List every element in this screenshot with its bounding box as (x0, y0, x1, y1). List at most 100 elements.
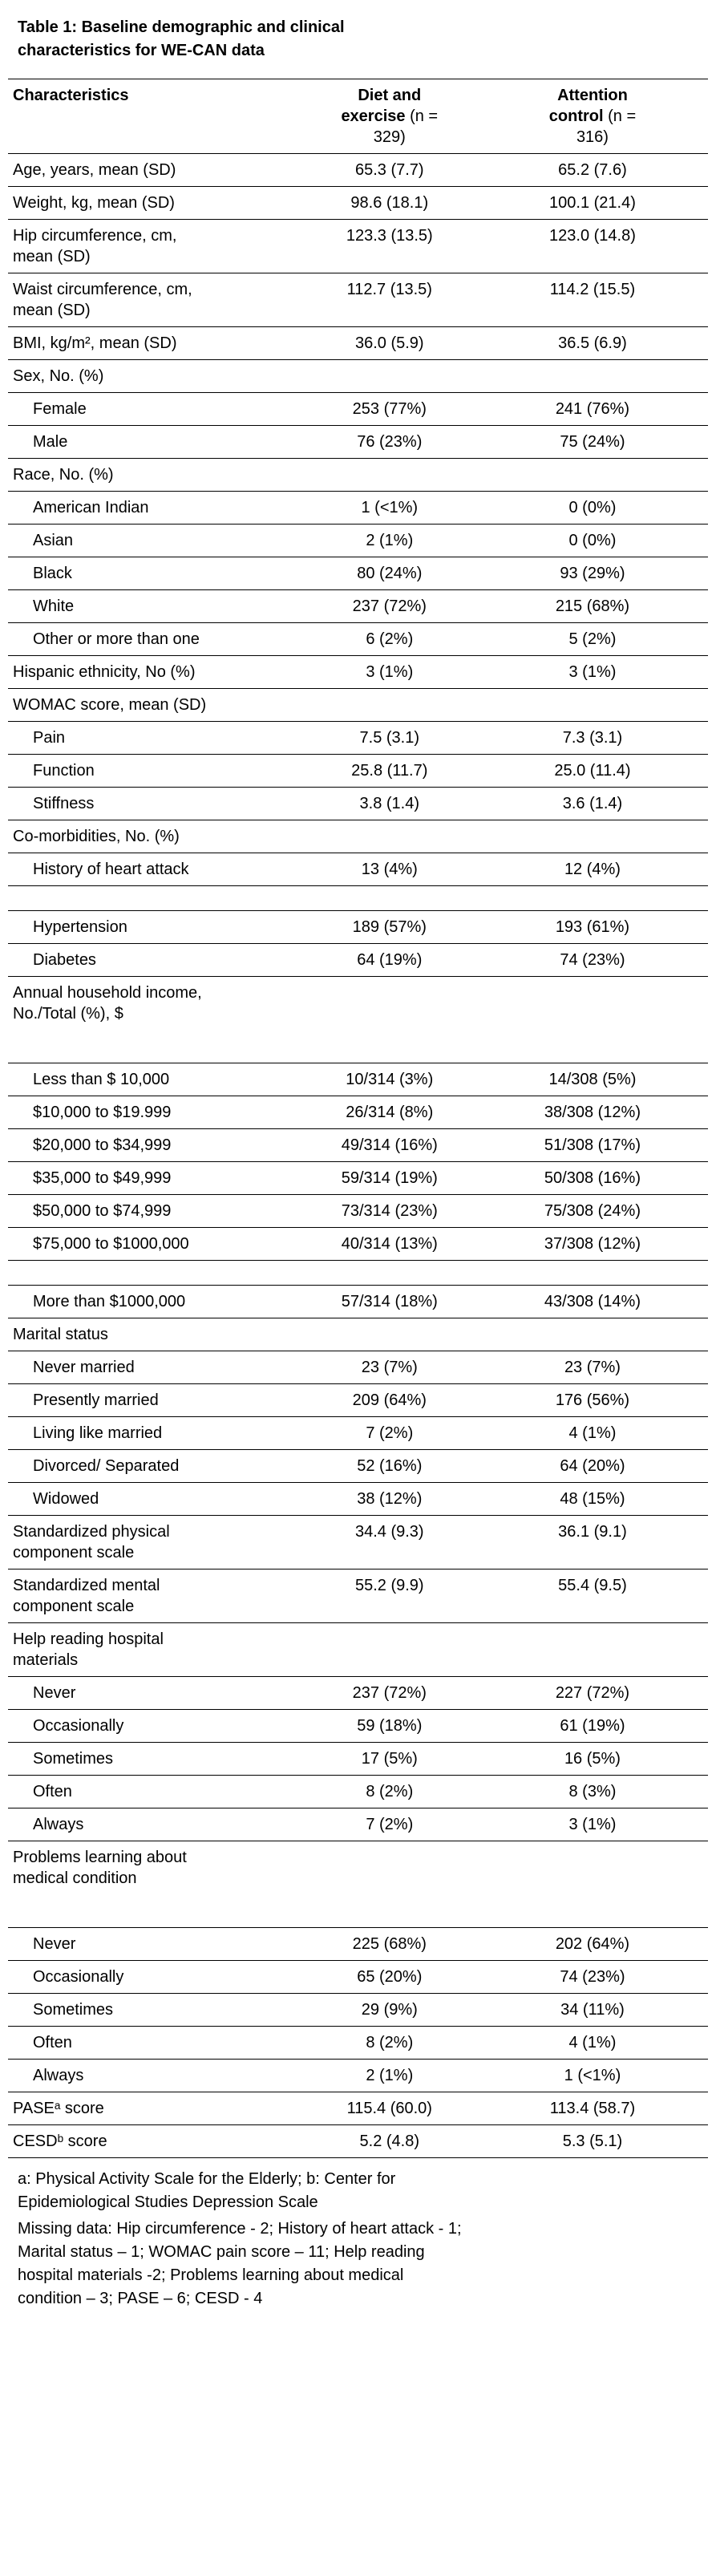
diet-exercise-value: 3.8 (1.4) (301, 787, 477, 820)
row-label: Pain (8, 721, 302, 755)
diet-exercise-value: 225 (68%) (301, 1927, 477, 1961)
group-n: (n = 329) (373, 107, 439, 146)
row-label: Always (8, 1808, 302, 1841)
table-row: Sometimes 29 (9%) 34 (11%) (8, 1993, 708, 2027)
attention-control-value: 7.3 (3.1) (476, 721, 708, 755)
table-row: Occasionally 65 (20%) 74 (23%) (8, 1960, 708, 1994)
row-label: Often (8, 1775, 302, 1808)
spacer-cell (8, 1260, 708, 1286)
attention-control-value: 64 (20%) (476, 1449, 708, 1483)
attention-control-value: 74 (23%) (476, 943, 708, 977)
row-label: Hip circumference, cm, mean (SD) (8, 219, 302, 273)
row-label: Always (8, 2059, 302, 2092)
table-row: Less than $ 10,000 10/314 (3%) 14/308 (5%) (8, 1063, 708, 1096)
attention-control-value (476, 976, 708, 1063)
diet-exercise-value: 64 (19%) (301, 943, 477, 977)
attention-control-value: 114.2 (15.5) (476, 273, 708, 327)
attention-control-value: 176 (56%) (476, 1383, 708, 1417)
attention-control-value (476, 820, 708, 853)
table-row: Standardized mental component scale 55.2 … (8, 1569, 708, 1623)
diet-exercise-value (301, 1318, 477, 1351)
attention-control-value: 3 (1%) (476, 1808, 708, 1841)
row-label: Hispanic ethnicity, No (%) (8, 655, 302, 689)
row-label: Hypertension (8, 910, 302, 944)
attention-control-value: 0 (0%) (476, 491, 708, 525)
table-row: Never married 23 (7%) 23 (7%) (8, 1351, 708, 1384)
diet-exercise-value: 29 (9%) (301, 1993, 477, 2027)
diet-exercise-value: 253 (77%) (301, 392, 477, 426)
header-row: Characteristics Diet and exercise (n = 3… (8, 79, 708, 154)
table-row: Presently married 209 (64%) 176 (56%) (8, 1383, 708, 1417)
row-label: Occasionally (8, 1960, 302, 1994)
row-label: Weight, kg, mean (SD) (8, 186, 302, 220)
table-row: $50,000 to $74,999 73/314 (23%) 75/308 (24… (8, 1194, 708, 1228)
table-row: Living like married 7 (2%) 4 (1%) (8, 1416, 708, 1450)
diet-exercise-value: 7.5 (3.1) (301, 721, 477, 755)
table-row: Male 76 (23%) 75 (24%) (8, 425, 708, 459)
diet-exercise-value: 55.2 (9.9) (301, 1569, 477, 1623)
table-row: Never 225 (68%) 202 (64%) (8, 1927, 708, 1961)
attention-control-value: 48 (15%) (476, 1482, 708, 1516)
diet-exercise-value: 13 (4%) (301, 853, 477, 886)
group-name: Attention control (548, 87, 628, 125)
diet-exercise-value: 7 (2%) (301, 1808, 477, 1841)
diet-exercise-value: 237 (72%) (301, 589, 477, 623)
attention-control-value: 43/308 (14%) (476, 1285, 708, 1318)
diet-exercise-value: 76 (23%) (301, 425, 477, 459)
table-row: Widowed 38 (12%) 48 (15%) (8, 1482, 708, 1516)
table-row: Often 8 (2%) 8 (3%) (8, 1775, 708, 1808)
table-row: History of heart attack 13 (4%) 12 (4%) (8, 853, 708, 886)
row-label: $35,000 to $49,999 (8, 1161, 302, 1195)
attention-control-value: 75/308 (24%) (476, 1194, 708, 1228)
row-label: Stiffness (8, 787, 302, 820)
attention-control-value: 38/308 (12%) (476, 1096, 708, 1129)
spacer-row (8, 885, 708, 911)
row-label: Female (8, 392, 302, 426)
group-name: Diet and exercise (341, 87, 422, 125)
attention-control-value: 4 (1%) (476, 1416, 708, 1450)
table-row: Divorced/ Separated 52 (16%) 64 (20%) (8, 1449, 708, 1483)
row-label: Never (8, 1927, 302, 1961)
attention-control-value: 51/308 (17%) (476, 1128, 708, 1162)
attention-control-value: 34 (11%) (476, 1993, 708, 2027)
diet-exercise-value: 2 (1%) (301, 524, 477, 557)
attention-control-value (476, 1622, 708, 1677)
row-label: Divorced/ Separated (8, 1449, 302, 1483)
diet-exercise-value (301, 688, 477, 722)
attention-control-value: 12 (4%) (476, 853, 708, 886)
row-label: Co-morbidities, No. (%) (8, 820, 302, 853)
attention-control-value (476, 359, 708, 393)
attention-control-value: 241 (76%) (476, 392, 708, 426)
diet-exercise-value: 59 (18%) (301, 1709, 477, 1743)
table-row: White 237 (72%) 215 (68%) (8, 589, 708, 623)
diet-exercise-value: 6 (2%) (301, 622, 477, 656)
attention-control-value: 37/308 (12%) (476, 1227, 708, 1261)
diet-exercise-value: 59/314 (19%) (301, 1161, 477, 1195)
row-label: Standardized physical component scale (8, 1515, 302, 1569)
diet-exercise-value: 8 (2%) (301, 1775, 477, 1808)
diet-exercise-value: 40/314 (13%) (301, 1227, 477, 1261)
header-wrap: Attention control (n = 316) (540, 85, 645, 148)
table-row: Weight, kg, mean (SD) 98.6 (18.1) 100.1 (2… (8, 186, 708, 220)
table-row: $75,000 to $1000,000 40/314 (13%) 37/308 (… (8, 1227, 708, 1261)
column-header-characteristics: Characteristics (8, 79, 302, 154)
row-label: More than $1000,000 (8, 1285, 302, 1318)
row-label: White (8, 589, 302, 623)
diet-exercise-value: 123.3 (13.5) (301, 219, 477, 273)
attention-control-value: 74 (23%) (476, 1960, 708, 1994)
spacer-cell (8, 885, 708, 911)
attention-control-value: 4 (1%) (476, 2026, 708, 2060)
table-row: Pain 7.5 (3.1) 7.3 (3.1) (8, 721, 708, 755)
diet-exercise-value: 98.6 (18.1) (301, 186, 477, 220)
table-row: Standardized physical component scale 34.… (8, 1515, 708, 1569)
row-label: WOMAC score, mean (SD) (8, 688, 302, 722)
attention-control-value: 8 (3%) (476, 1775, 708, 1808)
attention-control-value: 36.5 (6.9) (476, 326, 708, 360)
row-label: Other or more than one (8, 622, 302, 656)
table-row: $20,000 to $34,999 49/314 (16%) 51/308 (17… (8, 1128, 708, 1162)
column-header-diet-exercise: Diet and exercise (n = 329) (301, 79, 477, 154)
table-row: Female 253 (77%) 241 (76%) (8, 392, 708, 426)
table-row: Never 237 (72%) 227 (72%) (8, 1676, 708, 1710)
diet-exercise-value: 7 (2%) (301, 1416, 477, 1450)
row-label: $50,000 to $74,999 (8, 1194, 302, 1228)
